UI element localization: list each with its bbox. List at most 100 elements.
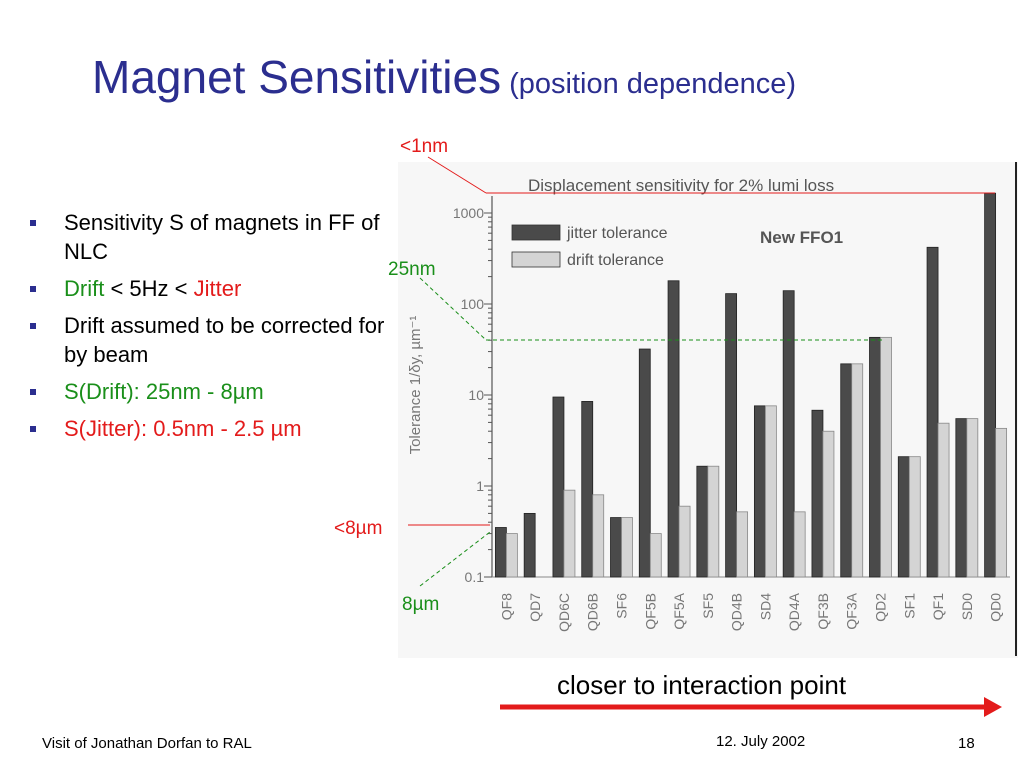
x-tick-label: QF8 (498, 593, 514, 620)
bar-jitter (494, 527, 507, 578)
bar-jitter (638, 348, 651, 578)
title-main: Magnet Sensitivities (92, 51, 502, 103)
bar-jitter (782, 290, 795, 578)
bullet-square-icon (30, 323, 36, 329)
x-tick-label: QD0 (988, 593, 1004, 622)
bar-drift (851, 363, 864, 578)
bar-drift (505, 533, 518, 578)
x-tick-label: QF3A (844, 592, 860, 629)
x-tick-label: SD4 (757, 593, 773, 620)
bar-jitter (581, 401, 594, 578)
bar-jitter (696, 465, 709, 578)
bar-drift (649, 533, 662, 578)
bar-jitter (926, 246, 939, 578)
x-tick-label: QF3B (815, 593, 831, 630)
annotation-8um-green: 8µm (402, 594, 439, 615)
bar-jitter (753, 405, 766, 578)
bullet-item: Drift assumed to be corrected for by bea… (28, 311, 388, 369)
annotation-1nm: <1nm (400, 136, 448, 157)
footer-date: 12. July 2002 (716, 733, 806, 750)
bullet-square-icon (30, 389, 36, 395)
y-tick-label: 100 (461, 296, 485, 312)
x-tick-label: QF5A (671, 592, 687, 629)
bar-drift (563, 489, 576, 578)
chart-title: Displacement sensitivity for 2% lumi los… (528, 176, 834, 195)
bullet-text: Drift (64, 276, 105, 301)
bar-drift (937, 422, 950, 578)
axis-direction-caption: closer to interaction point (557, 670, 847, 700)
bar-jitter (552, 396, 565, 578)
y-axis-label: Tolerance 1/δy, µm⁻¹ (407, 316, 424, 455)
bar-drift (764, 405, 777, 578)
bar-jitter (984, 192, 997, 578)
bullet-text: Drift assumed to be corrected for by bea… (64, 313, 385, 367)
x-tick-label: QD4B (729, 593, 745, 631)
x-tick-label: QD6C (556, 593, 572, 632)
x-tick-label: QF1 (930, 593, 946, 620)
bar-jitter (610, 517, 622, 578)
bar-jitter (955, 418, 968, 578)
legend-swatch (511, 251, 561, 268)
bar-drift (995, 427, 1008, 578)
x-tick-label: SF5 (700, 593, 716, 619)
bullet-item: Sensitivity S of magnets in FF of NLC (28, 208, 388, 266)
bullet-item: S(Drift): 25nm - 8µm (28, 377, 388, 406)
bullet-text: Jitter (193, 276, 242, 301)
bar-jitter (811, 409, 824, 578)
annotation-8um-red: <8µm (334, 518, 382, 539)
bar-jitter (725, 293, 738, 578)
bar-drift (707, 465, 720, 578)
annotation-8um-green-leader (419, 531, 491, 587)
footer-event: Visit of Jonathan Dorfan to RAL (42, 735, 252, 752)
x-tick-label: SF1 (901, 593, 917, 619)
bar-drift (880, 336, 892, 578)
x-tick-label: QD6B (585, 593, 601, 631)
x-tick-label: QD7 (527, 593, 543, 622)
x-tick-label: SD0 (959, 593, 975, 620)
bullet-square-icon (30, 426, 36, 432)
bar-drift (621, 517, 633, 578)
bar-jitter (523, 512, 536, 578)
x-tick-label: QF5B (642, 593, 658, 630)
x-tick-label: SF6 (614, 593, 630, 619)
bullet-square-icon (30, 220, 36, 226)
bar-drift (908, 456, 921, 578)
bar-jitter (667, 280, 680, 578)
bullet-text: S(Drift): 25nm - 8µm (64, 379, 264, 404)
y-tick-label: 10 (468, 387, 484, 403)
y-tick-label: 0.1 (465, 569, 485, 585)
bullet-text: Sensitivity S of magnets in FF of NLC (64, 210, 380, 264)
title-sub: (position dependence) (509, 68, 797, 100)
bar-drift (966, 418, 979, 578)
bullet-text: < 5Hz < (104, 276, 194, 301)
annotation-25nm-leader (419, 277, 487, 341)
bullet-item: Drift < 5Hz < Jitter (28, 274, 388, 303)
bar-jitter (869, 336, 881, 578)
figure-background (398, 162, 1018, 658)
legend-label: drift tolerance (567, 252, 664, 269)
bar-drift (678, 505, 691, 578)
bar-drift (822, 430, 835, 578)
y-tick-label: 1 (476, 478, 484, 494)
arrow-right-icon (984, 697, 1002, 717)
slide-title: Magnet Sensitivities (position dependence… (92, 50, 796, 104)
page-number: 18 (958, 735, 975, 752)
chart-inset-label: New FFO1 (760, 228, 843, 247)
bar-drift (793, 511, 806, 578)
x-tick-label: QD4A (786, 592, 802, 631)
annotation-1nm-leader (427, 156, 487, 194)
bar-jitter (840, 363, 853, 578)
annotation-25nm: 25nm (388, 259, 436, 280)
y-tick-label: 1000 (453, 205, 484, 221)
bullet-text: S(Jitter): 0.5nm - 2.5 µm (64, 416, 302, 441)
x-tick-label: QD2 (873, 593, 889, 622)
legend-swatch (511, 224, 561, 241)
bullet-square-icon (30, 286, 36, 292)
bullet-list: Sensitivity S of magnets in FF of NLC Dri… (28, 208, 388, 451)
bullet-item: S(Jitter): 0.5nm - 2.5 µm (28, 414, 388, 443)
bar-drift (592, 494, 605, 578)
legend-label: jitter tolerance (566, 225, 668, 242)
bar-jitter (897, 456, 910, 578)
bar-drift (736, 511, 749, 578)
